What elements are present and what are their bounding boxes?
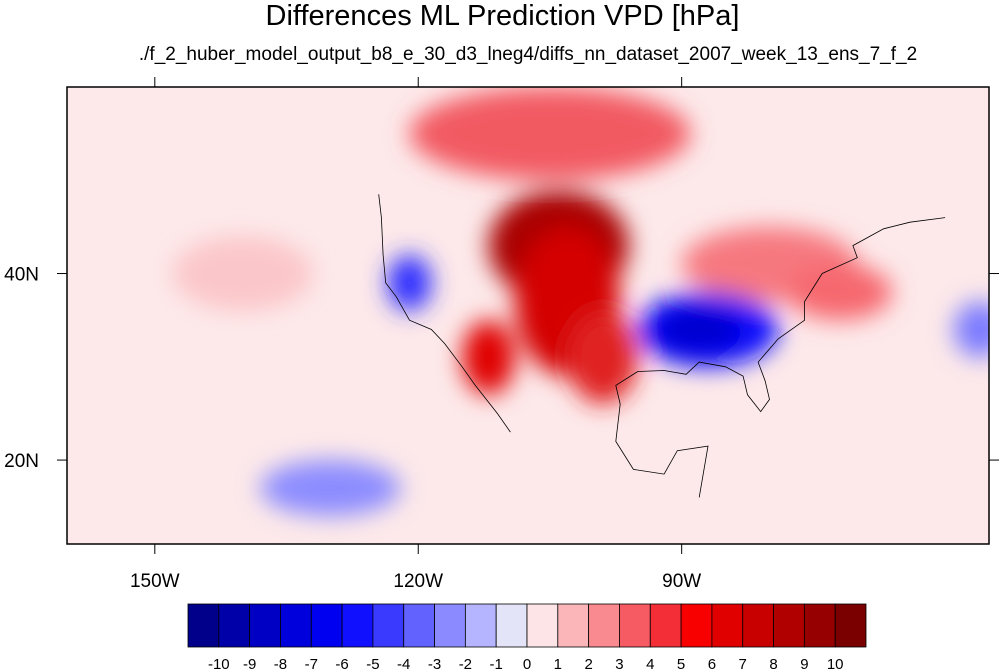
colorbar-label: 7 bbox=[739, 656, 747, 672]
coastline-gulf-coast bbox=[615, 361, 770, 413]
colorbar-label: 1 bbox=[554, 656, 562, 672]
colorbar-swatch bbox=[557, 603, 590, 648]
colorbar-label: -5 bbox=[366, 656, 379, 672]
anomaly-southeast-cool-core bbox=[655, 306, 744, 353]
anomaly-atlantic-warm bbox=[787, 264, 893, 321]
colorbar-label: 3 bbox=[615, 656, 623, 672]
colorbar-label: 5 bbox=[677, 656, 685, 672]
colorbar-swatch bbox=[526, 603, 559, 648]
anomaly-canada-warm bbox=[409, 87, 691, 181]
colorbar-swatch bbox=[495, 603, 528, 648]
colorbar-swatch bbox=[187, 603, 220, 648]
colorbar-swatch bbox=[803, 603, 836, 648]
colorbar-swatch bbox=[711, 603, 744, 648]
colorbar-label: -10 bbox=[208, 656, 230, 672]
colorbar-swatch bbox=[619, 603, 651, 648]
colorbar-label: 4 bbox=[646, 656, 654, 672]
colorbar-swatch bbox=[403, 603, 435, 648]
anomaly-texas-warm bbox=[567, 310, 638, 405]
colorbar-label: 10 bbox=[827, 656, 844, 672]
colorbar-label: -3 bbox=[428, 656, 441, 672]
colorbar-swatch bbox=[834, 603, 867, 648]
lat-tick-label: 40N bbox=[4, 265, 39, 286]
colorbar-swatch bbox=[341, 603, 374, 648]
colorbar-swatch bbox=[434, 603, 466, 648]
coastline-mexico-coast bbox=[615, 404, 709, 498]
coastline-west-coast bbox=[378, 194, 511, 433]
anomaly-mexico-warm bbox=[462, 320, 515, 395]
coastline-east-coast bbox=[757, 217, 946, 363]
colorbar-label: -4 bbox=[397, 656, 410, 672]
colorbar-swatch bbox=[310, 603, 343, 648]
colorbar-swatch bbox=[742, 603, 774, 648]
colorbar-label: -8 bbox=[274, 656, 287, 672]
colorbar-label: -7 bbox=[305, 656, 318, 672]
colorbar-swatch bbox=[249, 603, 281, 648]
anomaly-california-cool bbox=[387, 254, 432, 311]
colorbar-swatch bbox=[372, 603, 405, 648]
colorbar-label: 8 bbox=[769, 656, 777, 672]
colorbar-swatch bbox=[464, 603, 497, 648]
colorbar-label: -2 bbox=[459, 656, 472, 672]
colorbar-label: -9 bbox=[243, 656, 256, 672]
lon-tick-label: 120W bbox=[393, 571, 443, 592]
colorbar-swatch bbox=[218, 603, 251, 648]
lat-tick-label: 20N bbox=[4, 451, 39, 472]
anomaly-bermuda-cool bbox=[953, 301, 989, 358]
colorbar-swatch bbox=[588, 603, 620, 648]
colorbar-label: -1 bbox=[490, 656, 503, 672]
lon-tick-label: 90W bbox=[662, 571, 701, 592]
colorbar-swatch bbox=[680, 603, 713, 648]
lon-tick-label: 150W bbox=[130, 571, 180, 592]
colorbar-swatch bbox=[280, 603, 312, 648]
anomaly-pacific-cool bbox=[260, 460, 401, 517]
colorbar-label: 9 bbox=[800, 656, 808, 672]
colorbar-swatch bbox=[773, 603, 805, 648]
colorbar-label: 2 bbox=[584, 656, 592, 672]
map-frame bbox=[66, 86, 990, 545]
colorbar-label: 6 bbox=[708, 656, 716, 672]
map-subtitle: ./f_2_huber_model_output_b8_e_30_d3_lneg… bbox=[138, 44, 918, 65]
colorbar-label: -6 bbox=[335, 656, 348, 672]
map-title: Differences ML Prediction VPD [hPa] bbox=[265, 0, 740, 32]
colorbar-label: 0 bbox=[523, 656, 531, 672]
anomaly-pacific-warm bbox=[172, 236, 313, 311]
colorbar-swatch bbox=[649, 603, 682, 648]
